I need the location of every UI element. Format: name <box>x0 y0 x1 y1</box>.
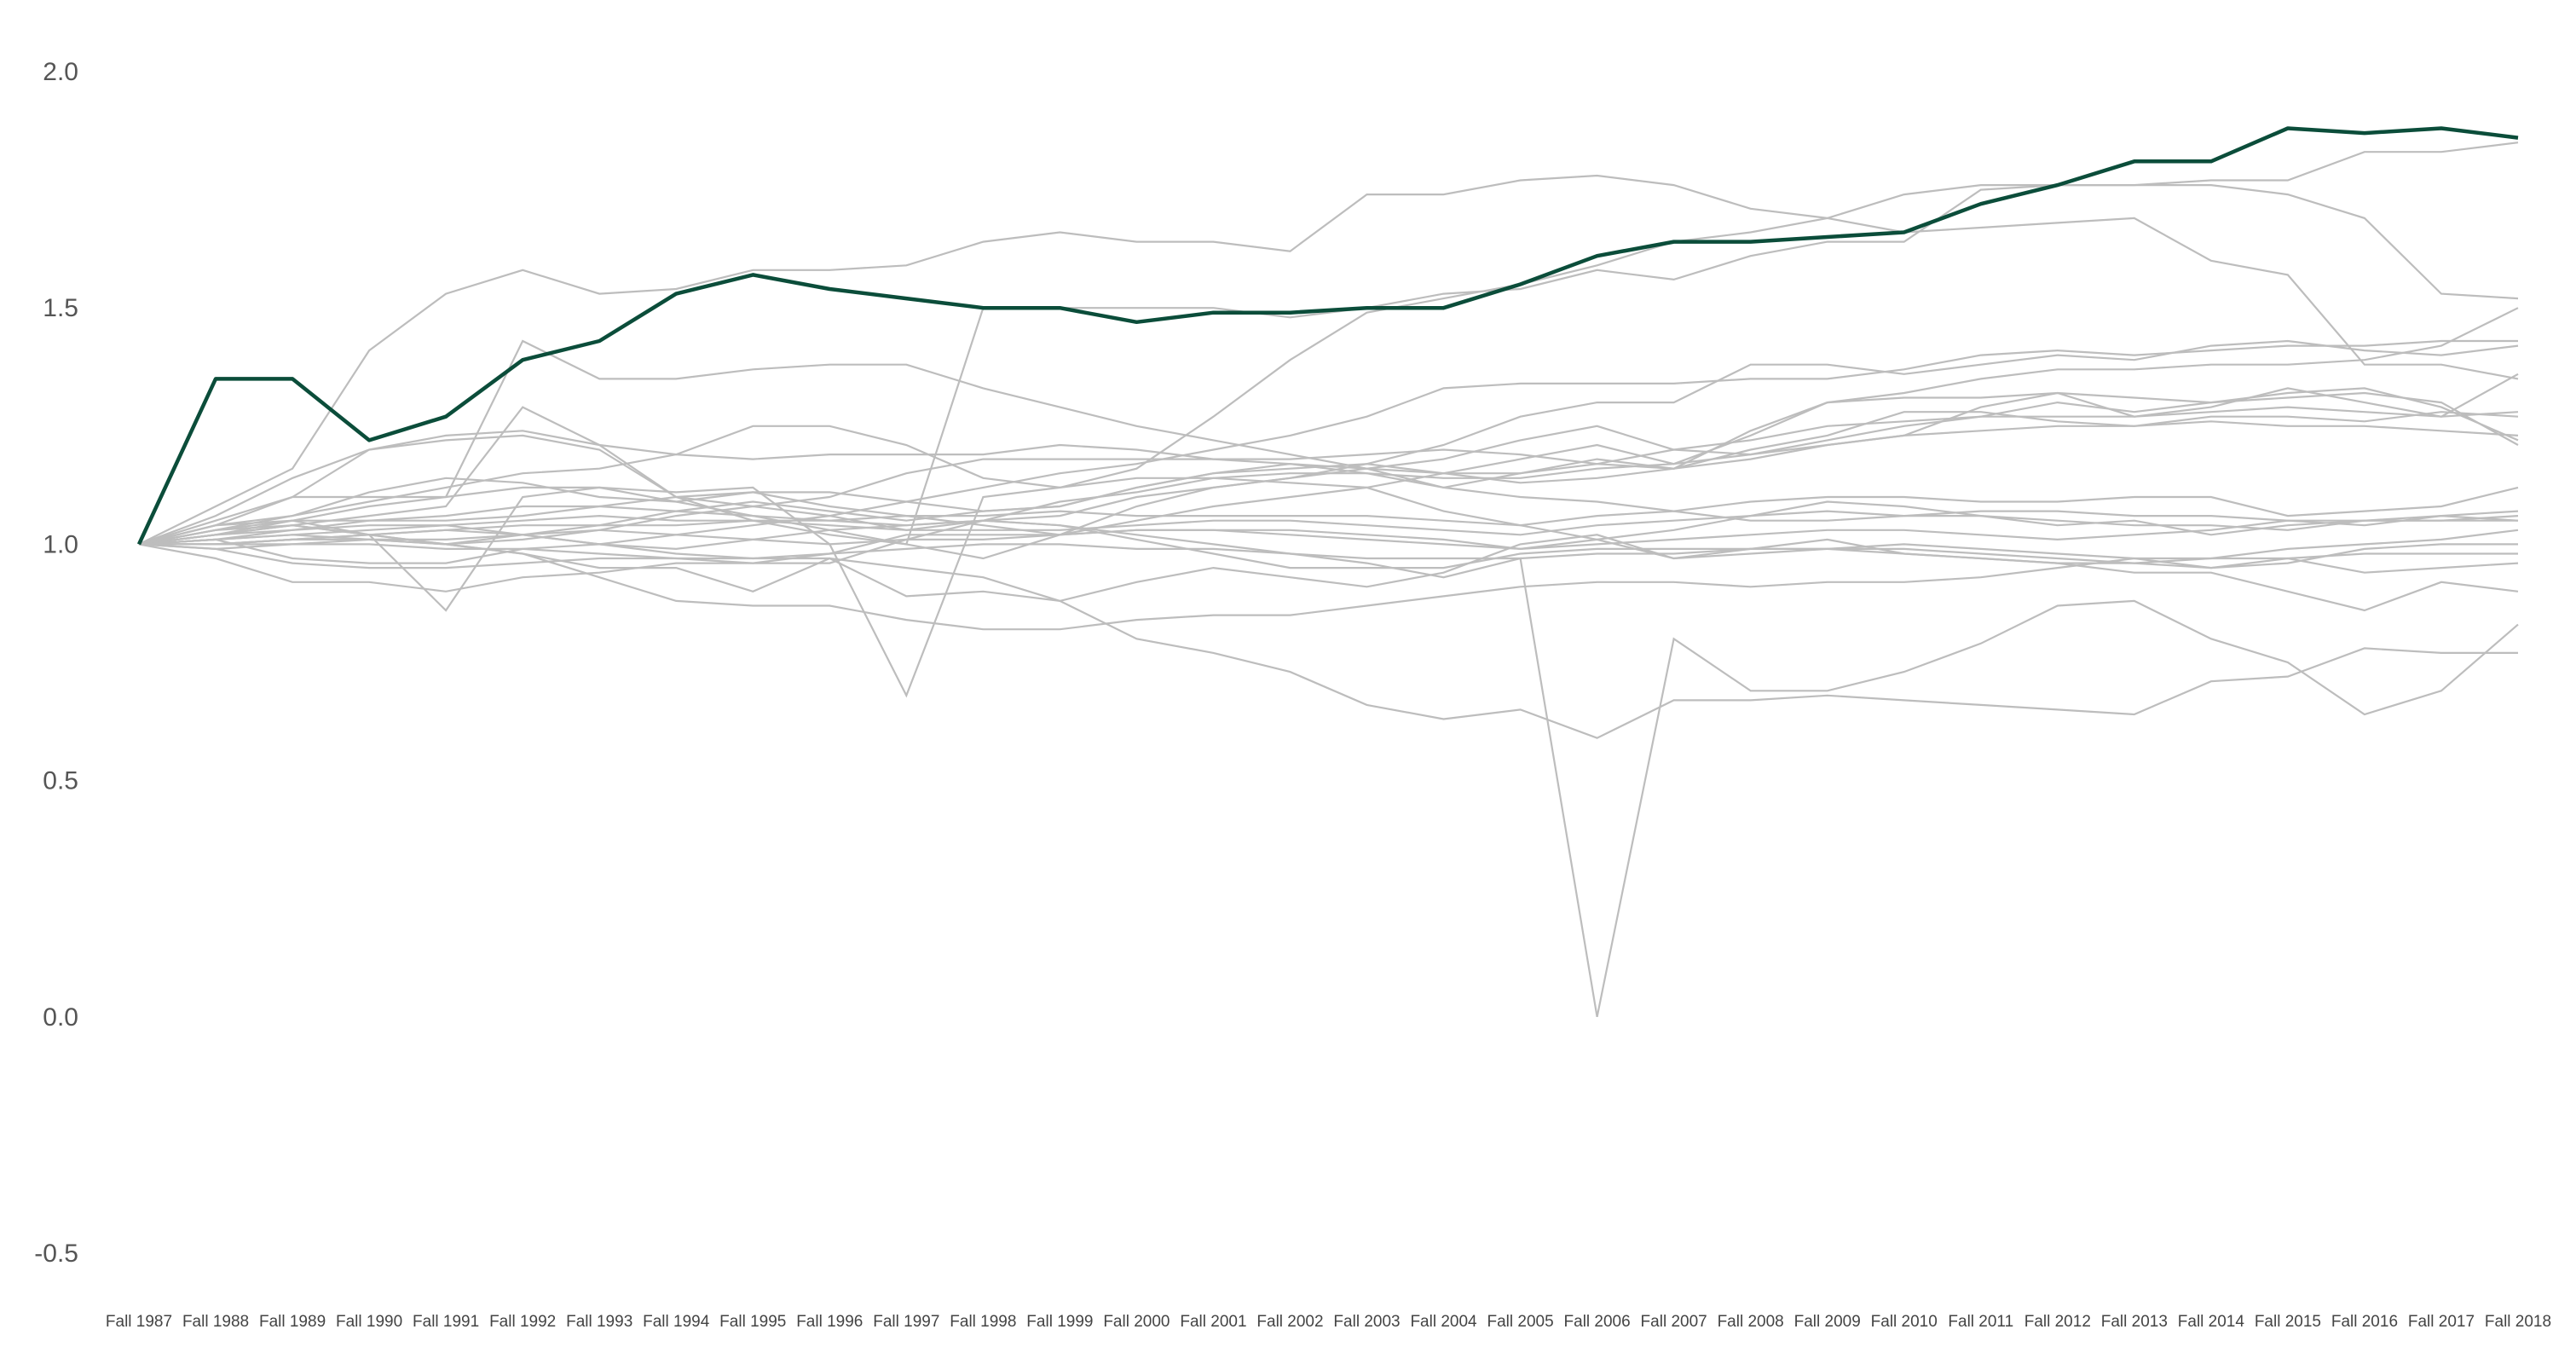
x-tick-label: Fall 1989 <box>259 1313 326 1331</box>
x-tick-label: Fall 1990 <box>336 1313 402 1331</box>
x-tick-label: Fall 2015 <box>2255 1313 2321 1331</box>
x-axis: Fall 1987 Fall 1988 Fall 1989 Fall 1990 Fall… <box>106 1313 2551 1331</box>
series-line-6 <box>138 307 2519 546</box>
series-line-1 <box>138 174 2519 546</box>
x-tick-label: Fall 1998 <box>950 1313 1016 1331</box>
x-tick-label: Fall 2009 <box>1794 1313 1861 1331</box>
x-tick-label: Fall 2013 <box>2101 1313 2168 1331</box>
x-tick-label: Fall 2011 <box>1948 1313 2013 1331</box>
x-tick-label: Fall 2005 <box>1487 1313 1553 1331</box>
y-tick-label: 2.0 <box>43 58 78 86</box>
x-tick-label: Fall 1987 <box>106 1313 172 1331</box>
series-line-22 <box>139 538 2518 631</box>
series-line-7 <box>138 339 2518 564</box>
x-tick-label: Fall 2007 <box>1641 1313 1707 1331</box>
x-tick-label: Fall 2004 <box>1410 1313 1477 1331</box>
x-tick-label: Fall 1992 <box>489 1313 556 1331</box>
series-line-18 <box>138 519 2518 592</box>
x-tick-label: Fall 2000 <box>1103 1313 1170 1331</box>
x-tick-label: Fall 1997 <box>873 1313 939 1331</box>
x-tick-label: Fall 2002 <box>1256 1313 1323 1331</box>
x-tick-label: Fall 2012 <box>2024 1313 2091 1331</box>
y-tick-label: 0.5 <box>43 767 78 795</box>
x-tick-label: Fall 2017 <box>2408 1313 2475 1331</box>
x-tick-label: Fall 1996 <box>796 1313 863 1331</box>
highlight-series-group <box>136 126 2519 546</box>
series-line-4 <box>138 339 2519 546</box>
x-tick-label: Fall 2016 <box>2331 1313 2398 1331</box>
x-tick-label: Fall 1999 <box>1026 1313 1093 1331</box>
x-tick-label: Fall 2010 <box>1871 1313 1938 1331</box>
series-line-13 <box>138 391 2519 546</box>
series-line-10 <box>138 373 2519 546</box>
y-tick-label: 1.5 <box>43 294 78 322</box>
x-tick-label: Fall 1988 <box>182 1313 249 1331</box>
x-tick-label: Fall 2008 <box>1718 1313 1784 1331</box>
y-tick-label: 1.0 <box>43 530 78 558</box>
series-line-24 <box>138 519 2519 1018</box>
series-line-15 <box>139 510 2519 546</box>
series-line-19 <box>138 529 2519 574</box>
series-line-3 <box>138 142 2519 546</box>
background-series-group <box>138 142 2519 1018</box>
x-tick-label: Fall 2014 <box>2178 1313 2245 1331</box>
x-tick-label: Fall 2018 <box>2485 1313 2551 1331</box>
x-tick-label: Fall 1994 <box>643 1313 710 1331</box>
x-tick-label: Fall 1995 <box>719 1313 786 1331</box>
series-line-16 <box>138 510 2519 551</box>
y-axis: -0.5 0.0 0.5 1.0 1.5 2.0 <box>34 58 78 1268</box>
series-line-12 <box>138 420 2519 546</box>
series-line-8 <box>138 339 2519 560</box>
x-tick-label: Fall 2001 <box>1180 1313 1246 1331</box>
y-tick-label: 0.0 <box>43 1003 78 1032</box>
x-tick-label: Fall 1991 <box>413 1313 479 1331</box>
highlighted-series-line <box>136 126 2519 546</box>
x-tick-label: Fall 2003 <box>1333 1313 1400 1331</box>
series-line-14 <box>138 486 2519 546</box>
series-line-20 <box>138 524 2519 612</box>
x-tick-label: Fall 1993 <box>566 1313 632 1331</box>
y-tick-label: -0.5 <box>34 1240 78 1268</box>
series-line-21 <box>138 477 2518 698</box>
x-tick-label: Fall 2006 <box>1564 1313 1631 1331</box>
